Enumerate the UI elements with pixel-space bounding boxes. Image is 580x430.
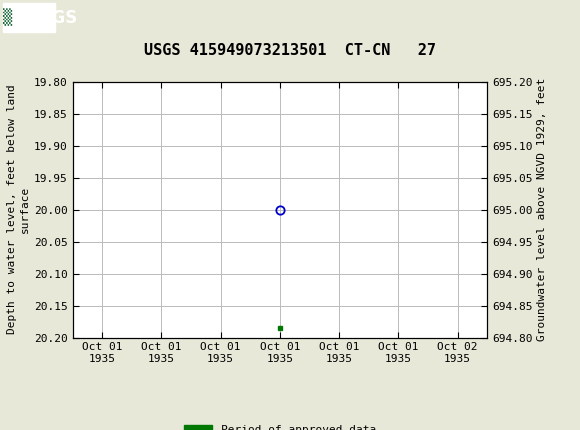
- Text: USGS: USGS: [26, 9, 77, 27]
- Legend: Period of approved data: Period of approved data: [179, 420, 380, 430]
- Text: USGS 415949073213501  CT-CN   27: USGS 415949073213501 CT-CN 27: [144, 43, 436, 58]
- Text: ▒: ▒: [3, 9, 12, 26]
- Bar: [3, 3, 55, 32]
- Y-axis label: Depth to water level, feet below land
surface: Depth to water level, feet below land su…: [8, 85, 30, 335]
- Y-axis label: Groundwater level above NGVD 1929, feet: Groundwater level above NGVD 1929, feet: [536, 78, 547, 341]
